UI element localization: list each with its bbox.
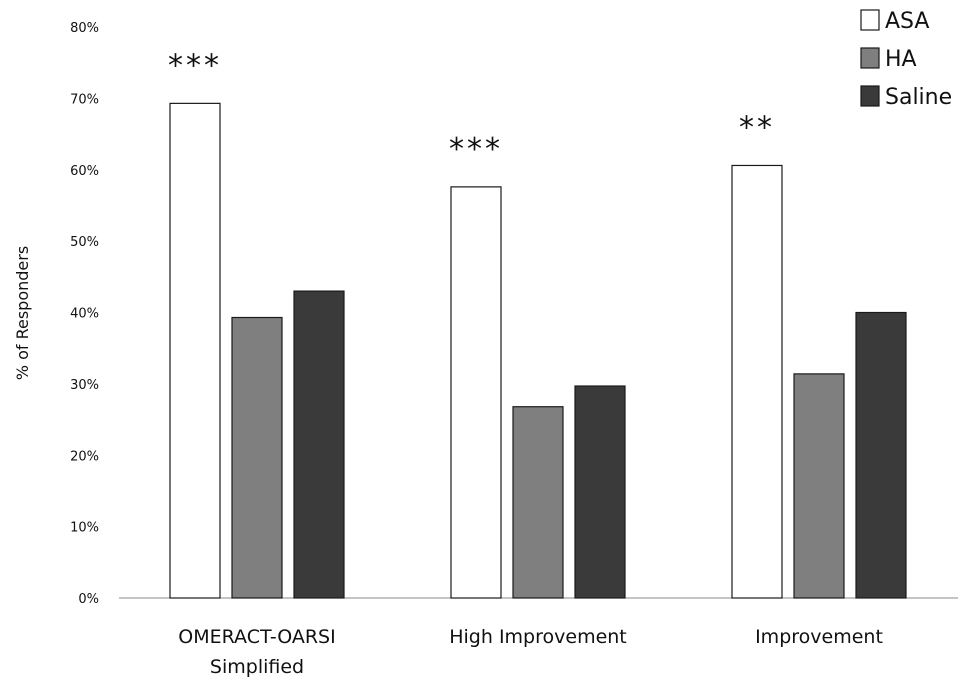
significance-marker: *** — [168, 48, 222, 83]
bar-asa-2 — [731, 164, 783, 599]
x-category-label: High Improvement — [449, 626, 627, 648]
bars-group — [169, 102, 907, 599]
bar-saline-2 — [855, 311, 907, 599]
legend-label-ha: HA — [885, 47, 917, 72]
bar-ha-0 — [231, 316, 283, 599]
legend-swatch-asa — [860, 9, 880, 31]
y-tick-label: 80% — [70, 21, 99, 36]
bar-ha-2 — [793, 373, 845, 599]
significance-annotations: ******** — [168, 48, 775, 167]
significance-marker: *** — [449, 132, 503, 167]
bar-ha-1 — [512, 406, 564, 599]
y-tick-label: 30% — [70, 378, 99, 393]
y-axis-ticks: 0% 10% 20% 30% 40% 50% 60% 70% 80% — [70, 21, 99, 607]
y-axis-label: % of Responders — [13, 246, 32, 380]
bar-asa-0 — [169, 102, 221, 599]
y-tick-label: 60% — [70, 164, 99, 179]
x-category-label: OMERACT-OARSI — [178, 626, 335, 648]
y-tick-label: 40% — [70, 307, 99, 322]
legend-label-asa: ASA — [885, 9, 929, 34]
legend-label-saline: Saline — [885, 85, 952, 110]
y-tick-label: 10% — [70, 521, 99, 536]
y-tick-label: 0% — [78, 592, 99, 607]
x-axis-categories: OMERACT-OARSI Simplified High Improvement I… — [178, 626, 883, 678]
y-tick-label: 20% — [70, 449, 99, 464]
bar-saline-0 — [293, 290, 345, 599]
significance-marker: ** — [739, 110, 775, 145]
y-tick-label: 70% — [70, 92, 99, 107]
legend-swatch-saline — [860, 85, 880, 107]
bar-saline-1 — [574, 385, 626, 599]
x-category-label: Improvement — [755, 626, 883, 648]
legend-swatch-ha — [860, 47, 880, 69]
bar-asa-1 — [450, 186, 502, 599]
y-tick-label: 50% — [70, 235, 99, 250]
x-category-label: Simplified — [210, 656, 304, 678]
legend: ASA HA Saline — [860, 9, 952, 110]
